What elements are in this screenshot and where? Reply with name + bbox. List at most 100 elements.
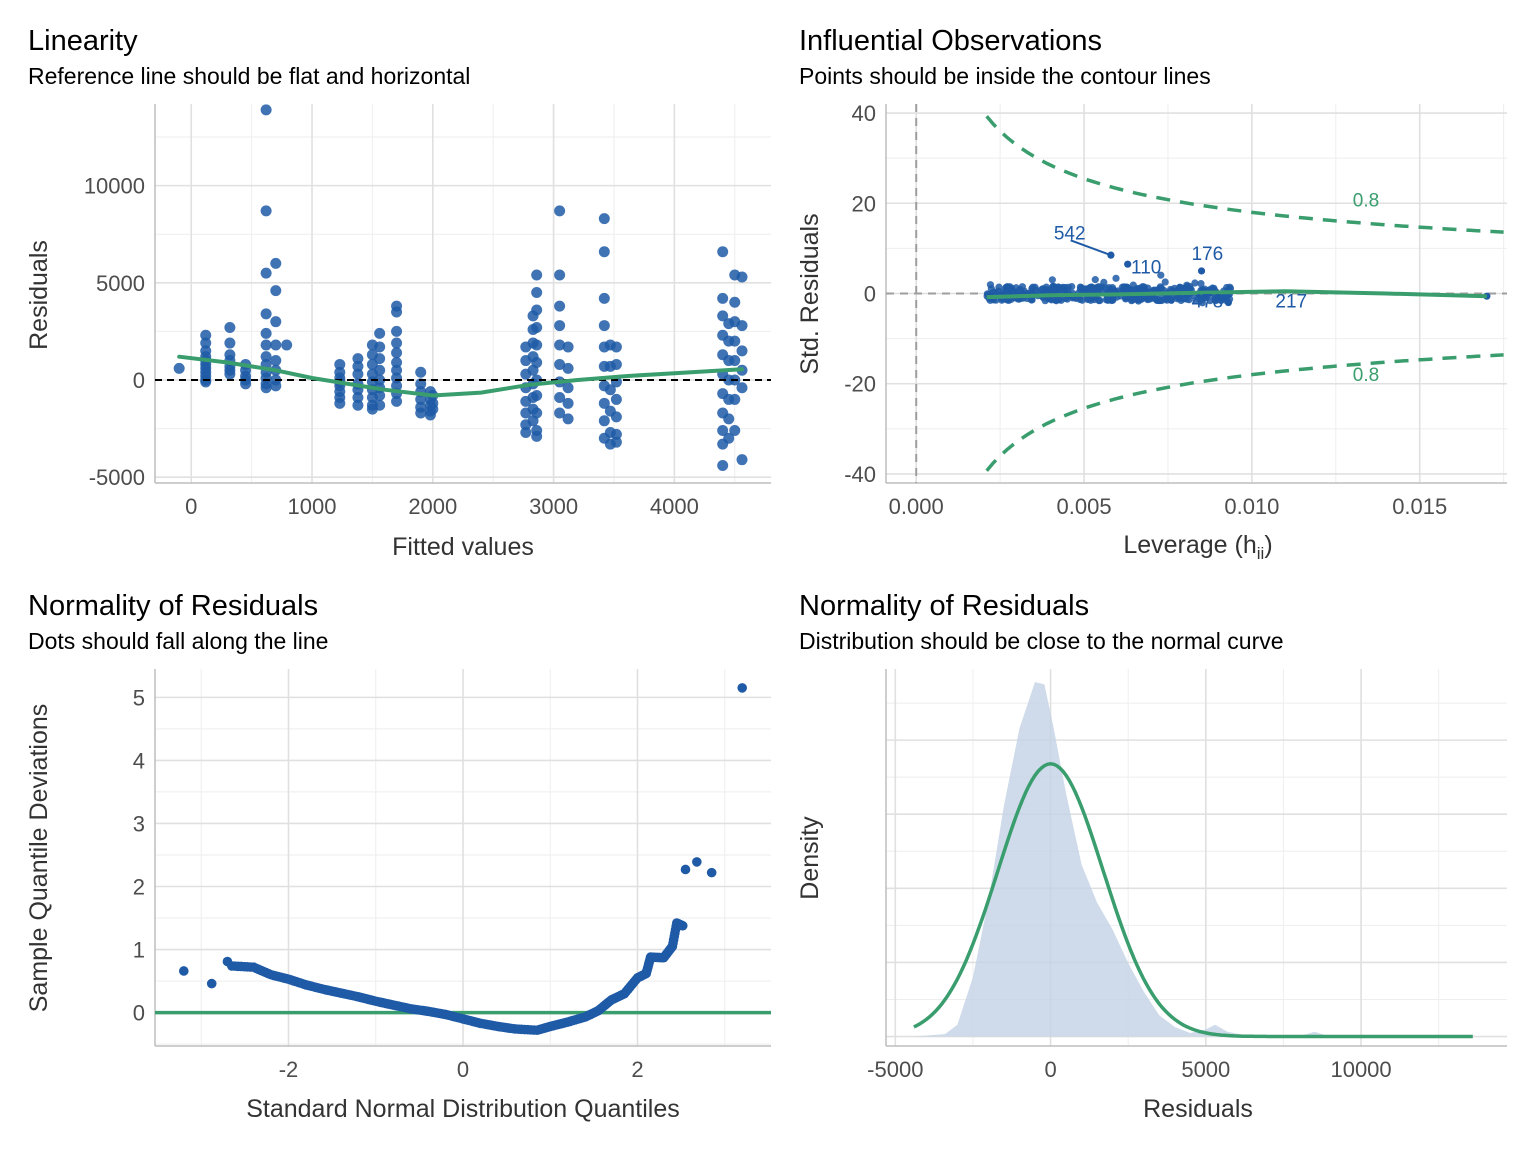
residual-point: [260, 104, 272, 116]
residual-point: [736, 382, 748, 394]
residual-point: [729, 425, 741, 437]
qq-subtitle: Dots should fall along the line: [28, 628, 328, 654]
x-tick-label: 0.015: [1392, 494, 1447, 519]
leverage-point: [1029, 283, 1037, 291]
linearity-xlabel: Fitted values: [392, 533, 534, 561]
residual-point: [415, 378, 427, 390]
qq-point-extreme: [737, 683, 748, 693]
normal-curve-line: [913, 762, 1473, 1039]
labeled-point-217: [1224, 298, 1232, 307]
residual-point: [427, 403, 439, 415]
xlabel-end: ): [1264, 531, 1272, 559]
qq-points: [178, 683, 748, 1036]
residual-point: [200, 337, 212, 349]
residual-point: [415, 393, 427, 405]
leverage-point: [1200, 293, 1208, 301]
qq-grid: [155, 669, 771, 1046]
residual-point: [391, 395, 403, 407]
influential-title: Influential Observations: [799, 25, 1102, 57]
residual-point: [598, 246, 610, 258]
density-axes: -5000 0 5000 10000: [867, 669, 1507, 1082]
residual-point: [610, 393, 622, 405]
residual-point: [374, 364, 386, 376]
residual-point: [352, 391, 364, 403]
leverage-fit-line: [986, 289, 1487, 300]
leverage-point: [1176, 284, 1184, 292]
leverage-point: [1197, 280, 1205, 288]
residual-point: [334, 397, 346, 409]
residual-point: [562, 382, 574, 394]
residual-point: [554, 339, 566, 351]
residual-point: [270, 355, 282, 367]
residual-density-area: [913, 682, 1473, 1037]
qq-point-extreme: [680, 864, 691, 875]
residual-point: [520, 426, 532, 438]
leverage-point: [1191, 279, 1199, 287]
residual-point: [610, 411, 622, 423]
residual-point: [415, 407, 427, 419]
residual-point: [260, 327, 272, 339]
leverage-point: [1020, 287, 1028, 295]
leverage-point: [1091, 276, 1099, 284]
residual-point: [736, 320, 748, 332]
residual-point: [554, 358, 566, 370]
residual-point: [374, 327, 386, 339]
residual-point: [531, 339, 543, 351]
panel-qq: Normality of Residuals Dots should fall …: [25, 590, 771, 1123]
qq-point-extreme: [706, 867, 717, 878]
residual-point: [717, 292, 729, 304]
residual-point: [352, 368, 364, 380]
x-tick-label: 2: [631, 1057, 643, 1082]
residual-point: [391, 306, 403, 318]
residual-point: [391, 356, 403, 368]
panel-linearity: Linearity Reference line should be flat …: [25, 25, 771, 561]
qq-ylabel: Sample Quantile Deviations: [25, 704, 53, 1013]
y-tick-label: 10000: [84, 174, 145, 199]
x-tick-label: 1000: [288, 494, 337, 519]
panel-influential: Influential Observations Points should b…: [796, 25, 1507, 563]
contour-label-upper: 0.8: [1353, 190, 1379, 211]
residual-point: [281, 339, 293, 351]
influential-points: [983, 271, 1491, 307]
residual-point: [352, 353, 364, 365]
residual-point: [729, 335, 741, 347]
qq-title: Normality of Residuals: [28, 590, 318, 622]
residual-point: [554, 269, 566, 281]
residual-point: [736, 345, 748, 357]
density-title: Normality of Residuals: [799, 590, 1089, 622]
x-tick-label: 0.000: [889, 494, 944, 519]
residual-point: [531, 356, 543, 368]
leverage-point: [1064, 283, 1072, 291]
density-xlabel: Residuals: [1143, 1095, 1253, 1123]
residual-point: [374, 353, 386, 365]
residual-point: [260, 339, 272, 351]
leverage-point: [1145, 295, 1154, 303]
residual-point: [717, 425, 729, 437]
leverage-point: [1157, 271, 1165, 279]
x-tick-label: 0: [457, 1057, 469, 1082]
residual-point: [240, 378, 252, 390]
residual-point: [554, 391, 566, 403]
residual-point: [391, 347, 403, 359]
loess-fit-line: [177, 354, 744, 398]
x-tick-label: 5000: [1181, 1057, 1230, 1082]
residual-point: [717, 246, 729, 258]
residual-point: [391, 380, 403, 392]
residual-point: [270, 257, 282, 269]
qq-xlabel: Standard Normal Distribution Quantiles: [246, 1095, 680, 1123]
y-tick-label: 20: [852, 191, 876, 216]
point-label-542: 542: [1054, 224, 1086, 245]
residual-point: [531, 407, 543, 419]
density-area: [913, 682, 1473, 1037]
leverage-point: [1112, 274, 1120, 282]
point-label-176: 176: [1191, 244, 1223, 265]
leverage-point: [1048, 276, 1056, 284]
residual-point: [200, 376, 212, 388]
leverage-point: [987, 285, 995, 293]
x-tick-label: 2000: [408, 494, 457, 519]
residual-point: [374, 390, 386, 402]
residual-point: [352, 360, 364, 372]
contour-label-lower: 0.8: [1353, 365, 1379, 386]
residual-point: [270, 316, 282, 328]
leverage-point: [1059, 287, 1067, 295]
